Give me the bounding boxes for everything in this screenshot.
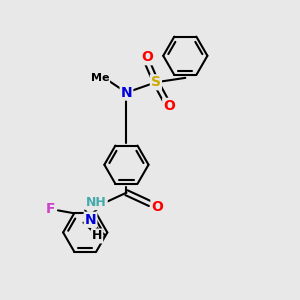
Text: N: N xyxy=(85,213,96,227)
Text: NH: NH xyxy=(86,196,107,209)
Text: O: O xyxy=(152,200,163,214)
Text: Me: Me xyxy=(91,73,109,83)
Text: O: O xyxy=(163,99,175,113)
Text: N: N xyxy=(121,85,132,100)
Text: O: O xyxy=(141,50,153,64)
Text: S: S xyxy=(151,75,161,89)
Text: F: F xyxy=(46,202,56,217)
Text: H: H xyxy=(92,230,102,242)
